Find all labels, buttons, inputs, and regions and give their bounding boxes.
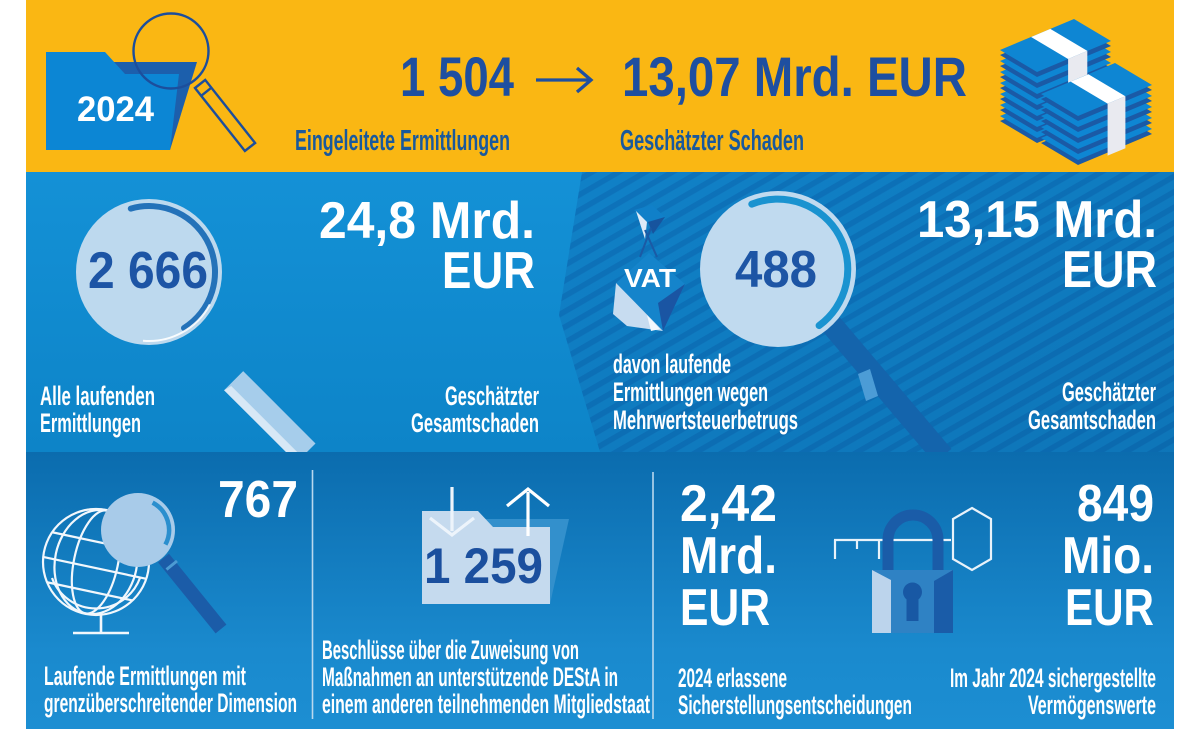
svg-text:Beschlüsse über die Zuweisung: Beschlüsse über die Zuweisung von: [322, 635, 579, 665]
svg-text:849: 849: [1077, 475, 1154, 533]
svg-text:Vermögenswerte: Vermögenswerte: [1028, 690, 1156, 720]
svg-text:Eingeleitete Ermittlungen: Eingeleitete Ermittlungen: [295, 125, 510, 157]
svg-text:2,42: 2,42: [680, 475, 777, 533]
svg-text:Sicherstellungsentscheidungen: Sicherstellungsentscheidungen: [678, 690, 912, 720]
svg-text:2024 erlassene: 2024 erlassene: [678, 663, 787, 693]
svg-text:13,15 Mrd.: 13,15 Mrd.: [917, 191, 1157, 249]
svg-text:24,8 Mrd.: 24,8 Mrd.: [319, 192, 535, 250]
svg-text:EUR: EUR: [1065, 579, 1154, 637]
svg-text:Im Jahr 2024 sichergestellte: Im Jahr 2024 sichergestellte: [950, 663, 1156, 693]
svg-text:2 666: 2 666: [88, 242, 208, 300]
svg-text:EUR: EUR: [1062, 241, 1157, 299]
svg-text:Gesamtschaden: Gesamtschaden: [411, 408, 539, 438]
svg-text:13,07 Mrd. EUR: 13,07 Mrd. EUR: [622, 45, 967, 108]
svg-text:488: 488: [735, 241, 817, 299]
svg-text:Maßnahmen an unterstützende DE: Maßnahmen an unterstützende DEStA in: [322, 662, 618, 692]
svg-text:2024: 2024: [77, 90, 155, 129]
svg-text:1 259: 1 259: [424, 538, 543, 594]
svg-text:VAT: VAT: [624, 263, 676, 293]
svg-text:Gesamtschaden: Gesamtschaden: [1028, 405, 1156, 435]
svg-text:grenzüberschreitender Dimensio: grenzüberschreitender Dimension: [44, 688, 297, 718]
svg-text:Mio.: Mio.: [1062, 527, 1154, 585]
svg-text:davon laufende: davon laufende: [613, 349, 731, 379]
svg-text:Geschätzter Schaden: Geschätzter Schaden: [620, 125, 804, 157]
svg-text:Geschätzter: Geschätzter: [1062, 377, 1156, 407]
svg-text:Mrd.: Mrd.: [680, 527, 777, 585]
svg-text:EUR: EUR: [442, 242, 535, 300]
svg-text:einem anderen teilnehmenden Mi: einem anderen teilnehmenden Mitgliedstaa…: [322, 689, 650, 719]
svg-text:Alle laufenden: Alle laufenden: [40, 381, 155, 411]
svg-text:Laufende Ermittlungen mit: Laufende Ermittlungen mit: [44, 661, 246, 691]
svg-text:1 504: 1 504: [400, 45, 514, 108]
svg-text:EUR: EUR: [680, 579, 770, 637]
svg-text:Geschätzter: Geschätzter: [445, 381, 539, 411]
svg-text:767: 767: [218, 471, 298, 529]
svg-text:Ermittlungen: Ermittlungen: [40, 408, 141, 438]
svg-text:Mehrwertsteuerbetrugs: Mehrwertsteuerbetrugs: [613, 405, 798, 435]
svg-text:Ermittlungen wegen: Ermittlungen wegen: [613, 377, 768, 407]
